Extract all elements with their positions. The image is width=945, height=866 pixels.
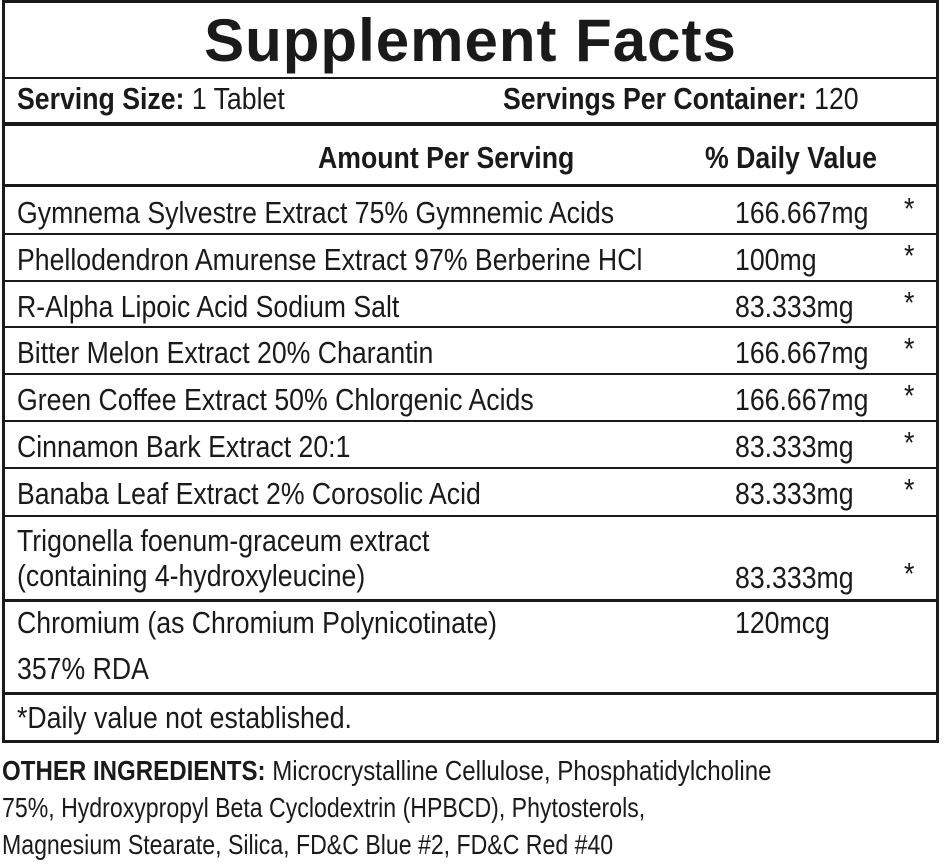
footnote: *Daily value not established. xyxy=(17,700,352,735)
divider xyxy=(5,466,936,469)
amount-per-serving-header: Amount Per Serving xyxy=(318,140,575,175)
divider xyxy=(5,373,936,376)
other-ingredients-label: OTHER INGREDIENTS: xyxy=(2,755,266,786)
ingredient-name: Green Coffee Extract 50% Chlorgenic Acid… xyxy=(17,382,534,418)
divider xyxy=(5,77,936,79)
divider xyxy=(5,515,936,517)
ingredient-name: Banaba Leaf Extract 2% Corosolic Acid xyxy=(17,475,481,511)
ingredient-name: Phellodendron Amurense Extract 97% Berbe… xyxy=(17,241,643,277)
serving-size: Serving Size: 1 Tablet xyxy=(17,81,285,117)
ingredient-name: Cinnamon Bark Extract 20:1 xyxy=(17,429,351,464)
servings-value: 120 xyxy=(814,81,859,116)
ingredient-amount: 166.667mg xyxy=(735,335,869,371)
ingredient-name-line2: (containing 4-hydroxyleucine) xyxy=(17,558,366,593)
other-ingredients-text: Microcrystalline Cellulose, Phosphatidyl… xyxy=(265,755,772,786)
ingredient-dv: * xyxy=(904,237,915,273)
ingredient-name: Bitter Melon Extract 20% Charantin xyxy=(17,335,434,371)
ingredient-dv: * xyxy=(904,378,915,414)
ingredient-dv: * xyxy=(904,556,915,591)
other-ingredients-line3: Magnesium Stearate, Silica, FD&C Blue #2… xyxy=(2,829,614,860)
ingredient-dv: * xyxy=(904,331,915,367)
divider xyxy=(5,279,936,282)
ingredient-dv: * xyxy=(904,471,915,507)
ingredient-rda: 357% RDA xyxy=(17,651,149,686)
ingredient-amount: 100mg xyxy=(735,241,817,277)
ingredient-dv: * xyxy=(904,284,915,320)
ingredient-amount: 120mcg xyxy=(735,605,830,640)
divider xyxy=(5,232,936,235)
ingredient-name: R-Alpha Lipoic Acid Sodium Salt xyxy=(17,288,400,324)
other-ingredients-line1: OTHER INGREDIENTS: Microcrystalline Cell… xyxy=(2,754,771,788)
ingredient-name: Chromium (as Chromium Polynicotinate) xyxy=(17,605,498,640)
ingredient-dv: * xyxy=(904,425,915,460)
ingredient-amount: 83.333mg xyxy=(735,475,854,511)
divider xyxy=(5,599,936,602)
panel-title: Supplement Facts xyxy=(204,7,737,74)
servings-per-container: Servings Per Container: 120 xyxy=(503,81,859,117)
divider xyxy=(5,122,936,126)
daily-value-header: % Daily Value xyxy=(705,140,877,175)
ingredient-amount: 83.333mg xyxy=(735,288,854,324)
servings-label: Servings Per Container: xyxy=(503,81,807,116)
ingredient-name: Gymnema Sylvestre Extract 75% Gymnemic A… xyxy=(17,195,615,230)
serving-size-value: 1 Tablet xyxy=(191,81,285,116)
divider xyxy=(5,326,936,329)
serving-size-label: Serving Size: xyxy=(17,81,185,116)
supplement-facts-panel: Supplement Facts Serving Size: 1 Tablet … xyxy=(2,0,939,743)
ingredient-amount: 83.333mg xyxy=(735,560,854,595)
divider xyxy=(5,420,936,422)
ingredient-name: Trigonella foenum-graceum extract xyxy=(17,523,430,558)
ingredient-amount: 83.333mg xyxy=(735,429,854,464)
divider xyxy=(5,184,936,187)
other-ingredients-line2: 75%, Hydroxypropyl Beta Cyclodextrin (HP… xyxy=(2,792,646,823)
ingredient-amount: 166.667mg xyxy=(735,195,869,230)
divider xyxy=(5,692,936,695)
ingredient-dv: * xyxy=(904,191,915,226)
ingredient-amount: 166.667mg xyxy=(735,382,869,418)
